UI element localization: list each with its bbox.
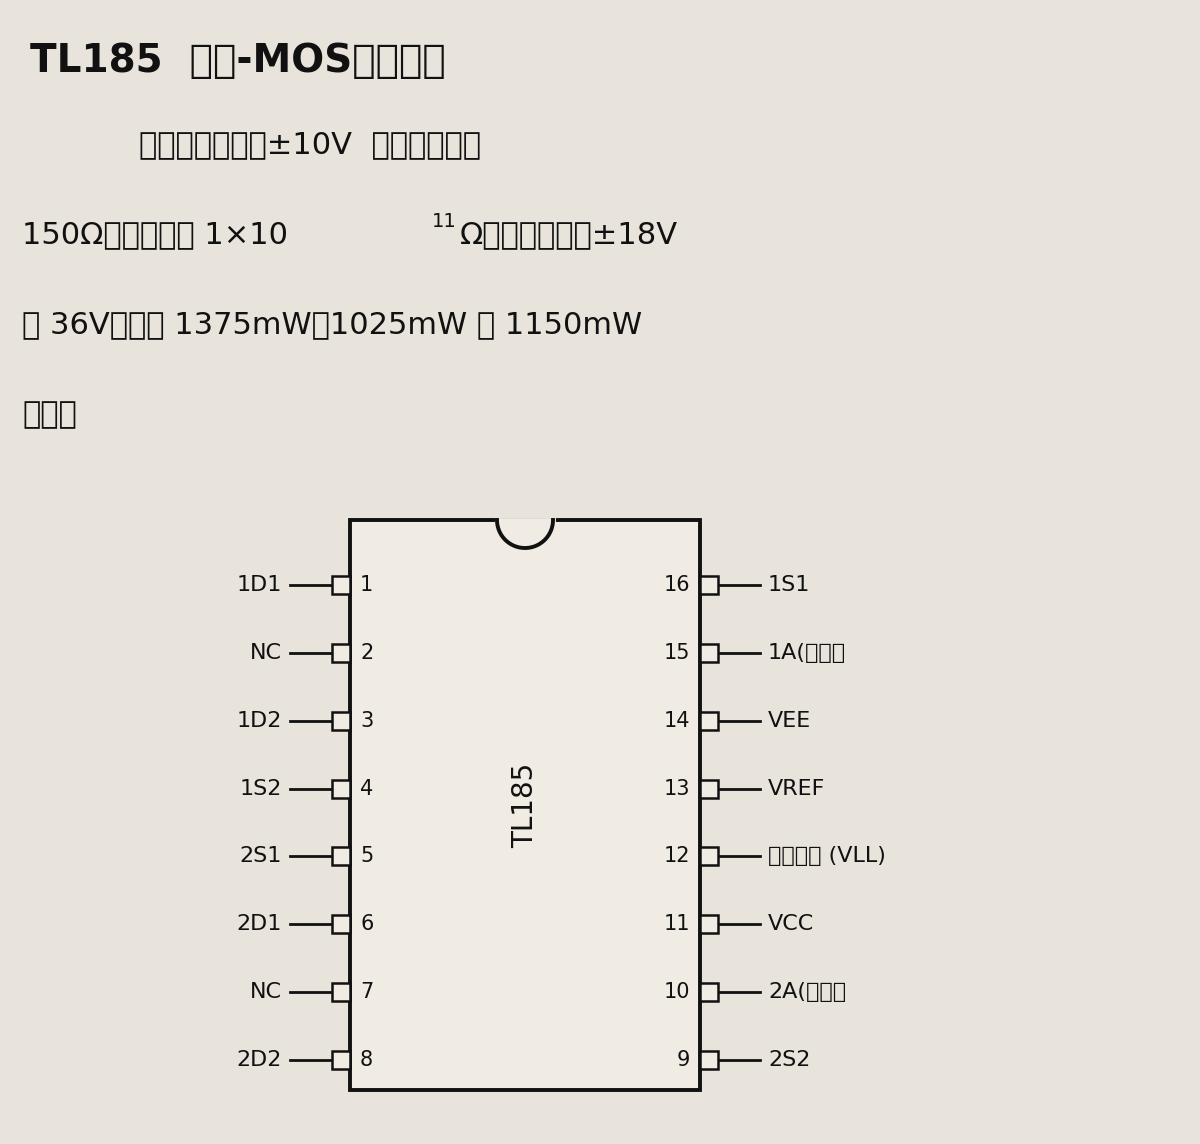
Text: 三种。: 三种。 bbox=[22, 400, 77, 429]
Text: 9: 9 bbox=[677, 1050, 690, 1070]
Text: 4: 4 bbox=[360, 779, 373, 799]
Text: 输入模拟信号在±10V  内；接通电阵: 输入模拟信号在±10V 内；接通电阵 bbox=[100, 130, 481, 159]
Bar bbox=[332, 983, 350, 1001]
Text: VEE: VEE bbox=[768, 710, 811, 731]
Bar bbox=[700, 848, 718, 865]
Bar bbox=[700, 712, 718, 730]
Bar bbox=[700, 779, 718, 797]
Text: VCC: VCC bbox=[768, 914, 815, 935]
Text: 16: 16 bbox=[664, 575, 690, 595]
Bar bbox=[332, 1051, 350, 1068]
Bar bbox=[700, 915, 718, 934]
Text: 8: 8 bbox=[360, 1050, 373, 1070]
Text: TL185  双极-MOS模拟开关: TL185 双极-MOS模拟开关 bbox=[30, 42, 445, 80]
Text: 2S2: 2S2 bbox=[768, 1050, 810, 1070]
Bar bbox=[332, 848, 350, 865]
Text: 10: 10 bbox=[664, 983, 690, 1002]
Bar bbox=[332, 779, 350, 797]
Bar bbox=[700, 1051, 718, 1068]
Bar bbox=[350, 521, 700, 1090]
Text: 2D2: 2D2 bbox=[236, 1050, 282, 1070]
Text: 1D1: 1D1 bbox=[236, 575, 282, 595]
Text: NC: NC bbox=[250, 983, 282, 1002]
Text: Ω；工作电压为±18V: Ω；工作电压为±18V bbox=[460, 220, 678, 249]
Text: VREF: VREF bbox=[768, 779, 826, 799]
Polygon shape bbox=[497, 521, 553, 548]
Text: 2: 2 bbox=[360, 643, 373, 662]
Text: 1D2: 1D2 bbox=[236, 710, 282, 731]
Bar bbox=[700, 983, 718, 1001]
Text: 14: 14 bbox=[664, 710, 690, 731]
Bar bbox=[332, 644, 350, 662]
Bar bbox=[700, 575, 718, 594]
Text: 11: 11 bbox=[432, 212, 457, 231]
Text: 12: 12 bbox=[664, 847, 690, 866]
Text: 1A(控制）: 1A(控制） bbox=[768, 643, 846, 662]
Text: 150Ω；开路电阵 1×10: 150Ω；开路电阵 1×10 bbox=[22, 220, 288, 249]
Text: 逻辑电源 (VLL): 逻辑电源 (VLL) bbox=[768, 847, 886, 866]
Text: 1S2: 1S2 bbox=[240, 779, 282, 799]
Text: 13: 13 bbox=[664, 779, 690, 799]
Text: NC: NC bbox=[250, 643, 282, 662]
Bar bbox=[332, 712, 350, 730]
Text: 11: 11 bbox=[664, 914, 690, 935]
Bar bbox=[332, 915, 350, 934]
Text: 3: 3 bbox=[360, 710, 373, 731]
Text: 1: 1 bbox=[360, 575, 373, 595]
Text: 或 36V；功耗 1375mW、1025mW 和 1150mW: 或 36V；功耗 1375mW、1025mW 和 1150mW bbox=[22, 310, 642, 339]
Text: 2D1: 2D1 bbox=[236, 914, 282, 935]
Text: 1S1: 1S1 bbox=[768, 575, 810, 595]
Text: 15: 15 bbox=[664, 643, 690, 662]
Bar bbox=[700, 644, 718, 662]
Text: 7: 7 bbox=[360, 983, 373, 1002]
Text: 2A(控制）: 2A(控制） bbox=[768, 983, 846, 1002]
Text: 6: 6 bbox=[360, 914, 373, 935]
Text: 5: 5 bbox=[360, 847, 373, 866]
Text: TL185: TL185 bbox=[511, 762, 539, 848]
Text: 2S1: 2S1 bbox=[240, 847, 282, 866]
Bar bbox=[332, 575, 350, 594]
